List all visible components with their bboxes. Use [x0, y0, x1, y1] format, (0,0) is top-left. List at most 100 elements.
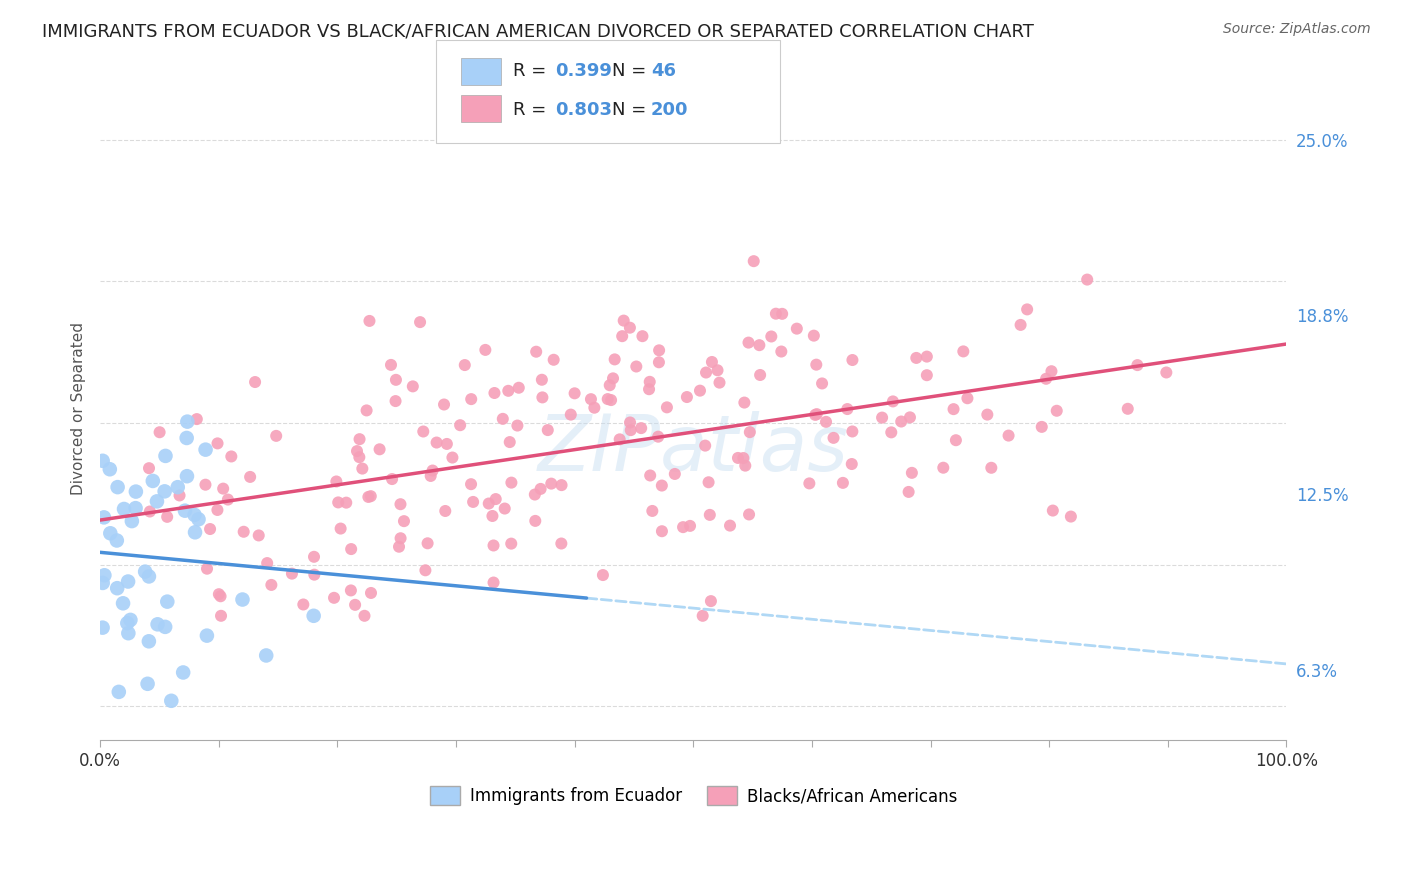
Point: [524, 514, 547, 528]
Point: [138, 461, 160, 475]
Point: [806, 407, 828, 421]
Point: [392, 514, 415, 528]
Point: [638, 375, 661, 389]
Point: [620, 423, 643, 437]
Point: [648, 355, 671, 369]
Point: [415, 563, 437, 577]
Point: [655, 401, 678, 415]
Point: [1116, 401, 1139, 416]
Point: [360, 489, 382, 503]
Point: [612, 329, 634, 343]
Point: [198, 522, 221, 536]
Point: [1076, 272, 1098, 286]
Point: [737, 335, 759, 350]
Point: [699, 508, 721, 522]
Point: [433, 397, 456, 411]
Point: [770, 307, 793, 321]
Point: [1042, 503, 1064, 517]
Point: [481, 508, 503, 523]
Point: [537, 423, 560, 437]
Point: [498, 384, 520, 398]
Point: [997, 428, 1019, 442]
Point: [672, 520, 695, 534]
Point: [499, 435, 522, 450]
Point: [786, 321, 808, 335]
Point: [905, 351, 928, 365]
Point: [641, 504, 664, 518]
Point: [91, 621, 114, 635]
Point: [388, 540, 411, 554]
Point: [706, 363, 728, 377]
Point: [695, 439, 717, 453]
Point: [239, 470, 262, 484]
Point: [389, 497, 412, 511]
Point: [260, 578, 283, 592]
Point: [478, 497, 501, 511]
Point: [815, 415, 838, 429]
Point: [380, 358, 402, 372]
Point: [231, 592, 253, 607]
Point: [402, 379, 425, 393]
Point: [117, 626, 139, 640]
Point: [124, 501, 146, 516]
Point: [412, 425, 434, 439]
Point: [335, 496, 357, 510]
Point: [353, 608, 375, 623]
Point: [346, 444, 368, 458]
Point: [718, 518, 741, 533]
Point: [98, 526, 121, 541]
Point: [494, 501, 516, 516]
Point: [176, 469, 198, 483]
Point: [176, 415, 198, 429]
Point: [422, 464, 444, 478]
Point: [302, 608, 325, 623]
Point: [583, 401, 606, 415]
Point: [281, 566, 304, 581]
Point: [221, 450, 243, 464]
Point: [1046, 404, 1069, 418]
Point: [155, 449, 177, 463]
Point: [600, 393, 623, 408]
Point: [194, 477, 217, 491]
Point: [638, 468, 661, 483]
Point: [461, 495, 484, 509]
Point: [304, 567, 326, 582]
Point: [160, 694, 183, 708]
Point: [1040, 364, 1063, 378]
Point: [187, 512, 209, 526]
Point: [609, 433, 631, 447]
Y-axis label: Divorced or Separated: Divorced or Separated: [72, 322, 86, 495]
Point: [449, 418, 471, 433]
Point: [256, 556, 278, 570]
Point: [107, 685, 129, 699]
Point: [901, 466, 924, 480]
Point: [619, 320, 641, 334]
Point: [360, 586, 382, 600]
Point: [837, 402, 859, 417]
Point: [508, 381, 530, 395]
Point: [942, 402, 965, 417]
Point: [454, 358, 477, 372]
Point: [651, 478, 673, 492]
Point: [492, 412, 515, 426]
Point: [172, 665, 194, 680]
Point: [194, 442, 217, 457]
Point: [156, 509, 179, 524]
Point: [381, 472, 404, 486]
Point: [749, 368, 772, 382]
Point: [356, 403, 378, 417]
Point: [700, 594, 723, 608]
Point: [93, 568, 115, 582]
Point: [506, 418, 529, 433]
Point: [195, 629, 218, 643]
Point: [146, 494, 169, 508]
Point: [709, 376, 731, 390]
Point: [357, 490, 380, 504]
Point: [733, 395, 755, 409]
Point: [602, 371, 624, 385]
Point: [138, 634, 160, 648]
Point: [880, 425, 903, 440]
Point: [153, 620, 176, 634]
Point: [156, 594, 179, 608]
Point: [344, 598, 367, 612]
